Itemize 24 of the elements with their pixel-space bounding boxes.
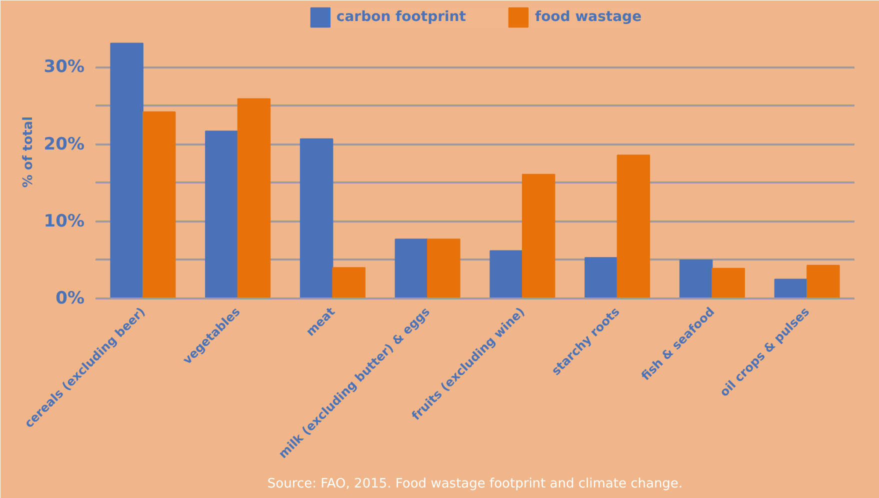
legend-label: food wastage bbox=[534, 9, 642, 25]
bar bbox=[300, 138, 334, 298]
bar bbox=[679, 259, 713, 298]
bar bbox=[774, 278, 808, 298]
bar bbox=[110, 42, 144, 298]
y-tick-label: 0% bbox=[56, 288, 85, 308]
y-tick-label: 30% bbox=[44, 57, 85, 78]
bar bbox=[712, 268, 745, 298]
bar bbox=[205, 130, 238, 298]
bar bbox=[237, 98, 271, 298]
bar bbox=[806, 264, 840, 298]
bar bbox=[394, 238, 428, 298]
bar bbox=[616, 154, 650, 298]
y-axis-title: % of total bbox=[20, 116, 36, 188]
y-tick-label: 20% bbox=[44, 134, 85, 154]
legend-label: carbon footprint bbox=[336, 9, 466, 25]
bar bbox=[490, 250, 523, 298]
bar bbox=[427, 238, 460, 298]
source-note: Source: FAO, 2015. Food wastage footprint and climate change. bbox=[267, 476, 683, 492]
bar bbox=[584, 257, 618, 298]
bar bbox=[142, 111, 176, 298]
bar bbox=[522, 174, 556, 298]
bar bbox=[332, 267, 366, 298]
y-tick-label: 10% bbox=[44, 211, 85, 232]
